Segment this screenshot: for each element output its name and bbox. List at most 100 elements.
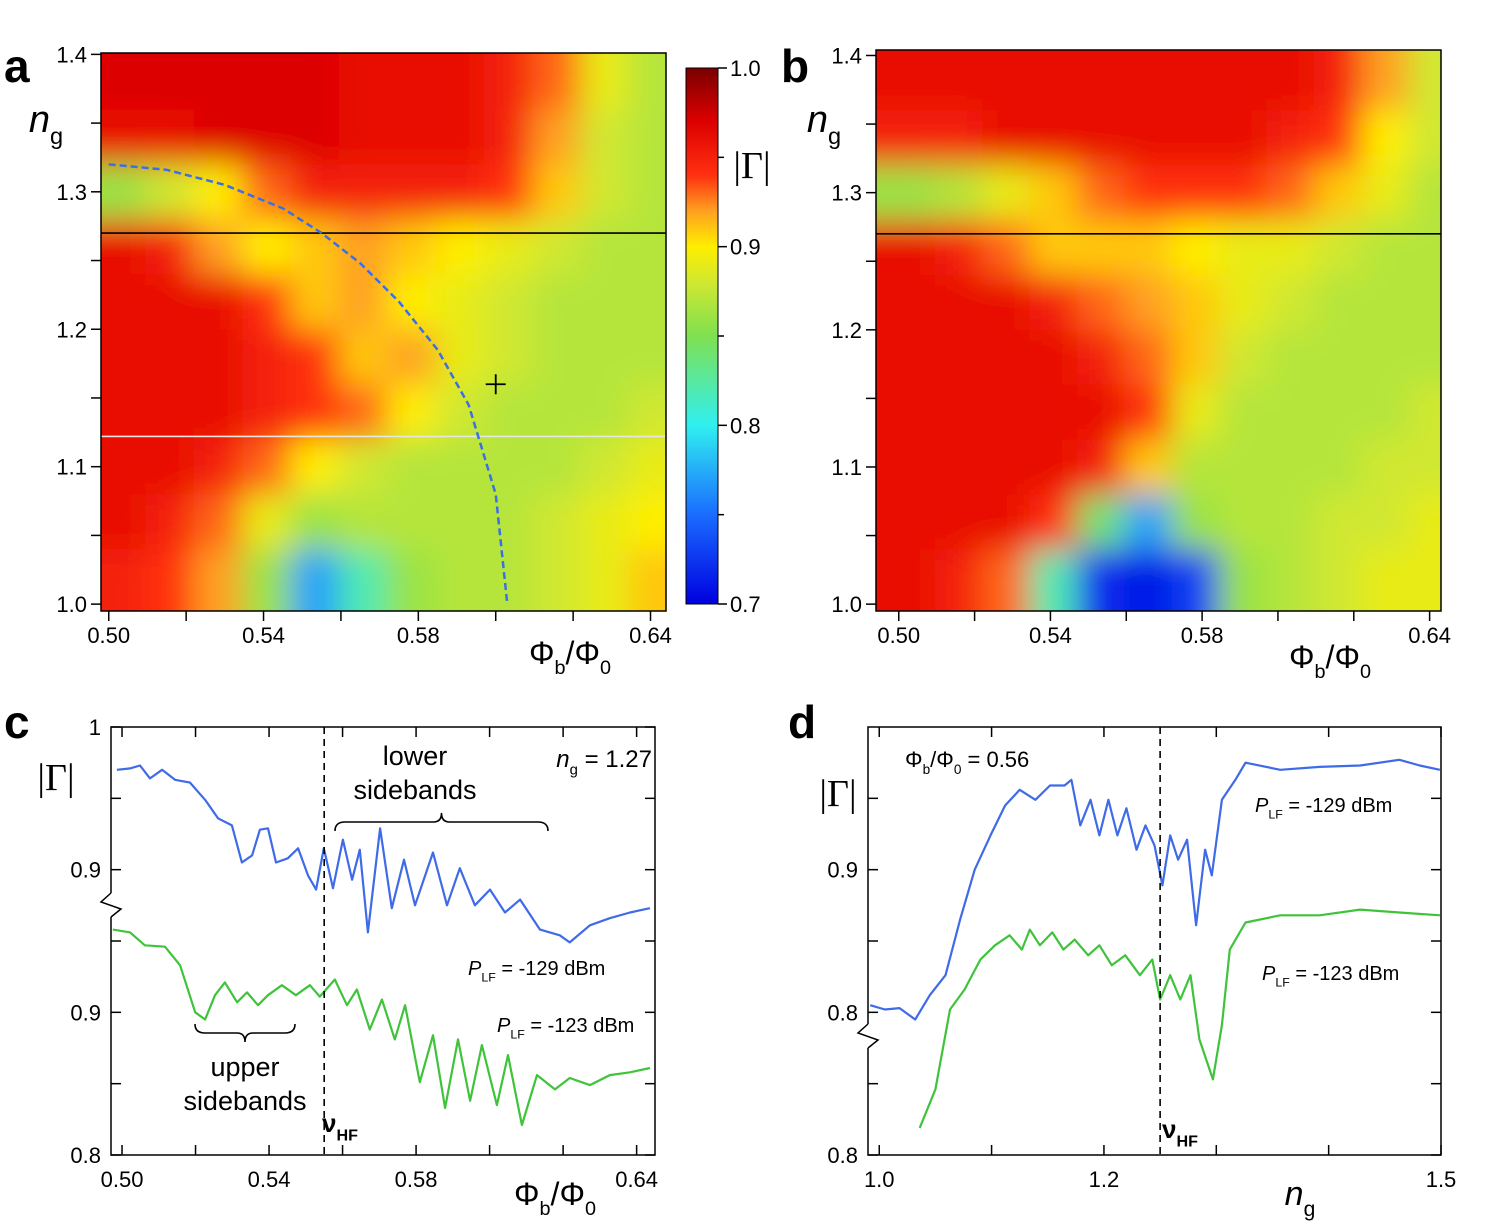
- heatmap-cell: [982, 110, 1031, 166]
- label-part: b: [555, 657, 566, 679]
- heatmap-cell: [1219, 384, 1268, 441]
- label-part: n: [29, 99, 50, 141]
- heatmap-cell: [242, 53, 292, 110]
- label-part: LF: [1275, 975, 1290, 989]
- heatmap-cell: [580, 329, 630, 385]
- heatmap-cell: [1408, 494, 1441, 550]
- heatmap-cell: [532, 439, 582, 495]
- heatmap-cell: [1361, 549, 1410, 611]
- y-tick-label: 0.9: [827, 858, 858, 883]
- heatmap-cell: [145, 494, 195, 550]
- heatmap-cell: [387, 494, 437, 550]
- heatmap-cell: [145, 219, 195, 275]
- heatmap-cell: [101, 439, 147, 495]
- heatmap-cell: [1219, 329, 1268, 386]
- heatmap-cell: [387, 164, 437, 220]
- resonance-label: νHF: [1162, 1114, 1198, 1150]
- heatmap-cell: [242, 329, 292, 385]
- annotation: lower: [383, 741, 448, 771]
- label-part: n: [807, 99, 828, 141]
- heatmap-cell: [1313, 329, 1362, 386]
- label-part: P: [497, 1015, 511, 1037]
- heatmap-cell: [629, 329, 666, 385]
- heatmap-cell: [1361, 165, 1410, 221]
- heatmap-cell: [290, 219, 340, 275]
- heatmap-cell: [1408, 384, 1441, 441]
- x-tick-label: 0.50: [877, 623, 920, 648]
- annotation: upper: [210, 1052, 279, 1082]
- x-axis-label: ng: [1285, 1175, 1316, 1221]
- heatmap-cell: [1313, 50, 1362, 111]
- heatmap-cell: [435, 329, 485, 385]
- heatmap-cell: [435, 164, 485, 220]
- heatmap-cell: [484, 274, 533, 330]
- x-tick-label: 1.2: [1089, 1167, 1120, 1192]
- heatmap-cell: [580, 384, 630, 440]
- heatmap-cell: [934, 274, 983, 331]
- heatmap-cell: [242, 549, 292, 611]
- heatmap-cell: [435, 549, 485, 611]
- heatmap-cell: [193, 384, 243, 440]
- heatmap-cell: [435, 109, 485, 165]
- label-part: |Γ|: [37, 757, 74, 799]
- heatmap-cell: [1361, 329, 1410, 386]
- heatmap-cell: [1313, 439, 1362, 495]
- annotation: PLF = -123 dBm: [497, 1015, 634, 1041]
- heatmap-cell: [934, 439, 983, 495]
- heatmap-cell: [1408, 50, 1441, 111]
- heatmap-cell: [1029, 439, 1078, 495]
- colorbar-tick-label: 0.7: [730, 592, 761, 617]
- heatmap-cell: [934, 494, 983, 550]
- heatmap-cell: [532, 164, 582, 220]
- heatmap-cell: [145, 384, 195, 440]
- axis-break: [856, 1023, 880, 1049]
- heatmap-cell: [1029, 165, 1078, 221]
- heatmap-cell: [629, 494, 666, 550]
- heatmap-cell: [1219, 165, 1268, 221]
- heatmap-cell: [629, 439, 666, 495]
- heatmap-cell: [1219, 274, 1268, 331]
- x-tick-label: 0.54: [242, 623, 285, 648]
- label-part: Φ: [1289, 639, 1315, 675]
- label-part: b: [1315, 661, 1326, 683]
- heatmap-cell: [1361, 494, 1410, 550]
- x-tick-label: 0.54: [248, 1167, 291, 1192]
- label-part: g: [50, 123, 63, 149]
- heatmap-cell: [435, 384, 485, 440]
- annotation: sidebands: [353, 775, 476, 805]
- heatmap-cell: [1076, 384, 1125, 441]
- heatmap-cell: [532, 219, 582, 275]
- label-part: /Φ: [930, 747, 954, 772]
- y-tick-label: 1.2: [56, 317, 87, 342]
- annotation: PLF = -123 dBm: [1262, 963, 1399, 989]
- heatmap-cell: [982, 549, 1031, 611]
- heatmap-cell: [580, 274, 630, 330]
- heatmap-cell: [101, 109, 147, 165]
- heatmap-cell: [629, 109, 666, 165]
- panel-label: d: [788, 696, 816, 748]
- heatmap-cell: [1124, 549, 1173, 611]
- heatmap-cell: [145, 164, 195, 220]
- y-tick-label: 0.8: [70, 1143, 101, 1168]
- marker-cross: [485, 374, 506, 395]
- label-part: ν: [1162, 1114, 1176, 1144]
- heatmap-cell: [1361, 384, 1410, 441]
- heatmap-cell: [387, 219, 437, 275]
- label-part: = -123 dBm: [525, 1015, 635, 1037]
- data-line: [112, 928, 651, 1127]
- heatmap-cell: [484, 494, 533, 550]
- heatmap-cell: [338, 384, 388, 440]
- heatmap-cell: [1029, 50, 1078, 111]
- x-tick-label: 0.58: [1181, 623, 1224, 648]
- heatmap-cell: [1029, 494, 1078, 550]
- heatmap-cell: [1124, 494, 1173, 550]
- heatmap-cell: [101, 274, 147, 330]
- heatmap-cell: [934, 329, 983, 386]
- x-tick-label: 1.0: [864, 1167, 895, 1192]
- heatmap-cell: [1076, 50, 1125, 111]
- heatmap-cell: [290, 109, 340, 165]
- heatmap-cell: [1313, 549, 1362, 611]
- heatmap-cell: [387, 439, 437, 495]
- y-tick-label: 1.3: [831, 181, 862, 206]
- heatmap-cell: [484, 53, 533, 110]
